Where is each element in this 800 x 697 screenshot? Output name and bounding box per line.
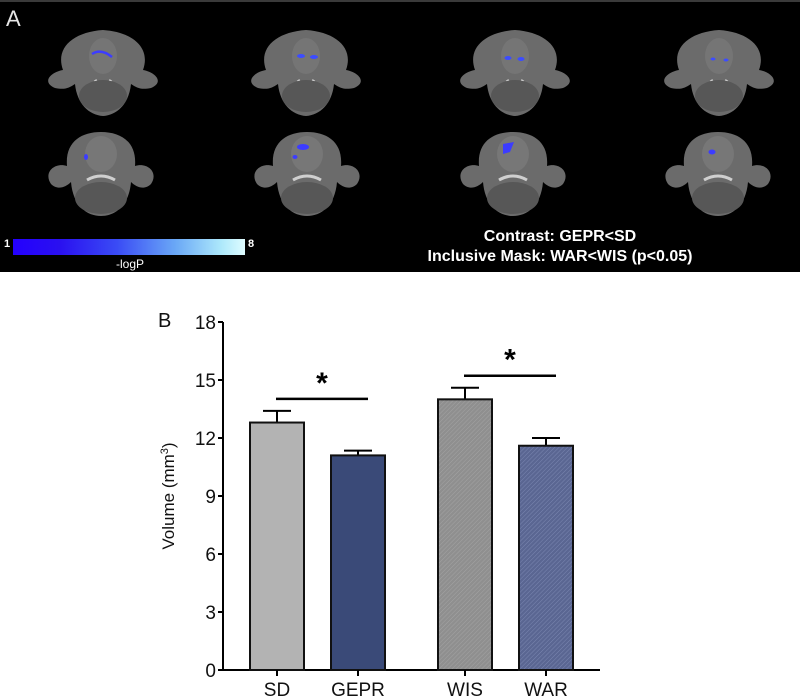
y-tick-label: 3 [205,603,216,624]
y-tick-label: 0 [205,661,216,682]
y-axis-label: Volume (mm3) [159,442,178,549]
panel-label-a: A [6,6,21,31]
colorbar-label: -logP [115,257,144,271]
brain-slice [458,130,568,218]
x-tick-label: GEPR [331,680,385,697]
brain-slice [252,130,362,218]
brain-slice [249,28,363,118]
x-tick-label: WAR [524,680,568,697]
significance-markers: ** [276,344,556,401]
brain-slice [663,130,773,218]
colorbar-min: 1 [4,238,11,250]
x-tick-label: SD [264,680,290,697]
contrast-caption: Contrast: GEPR<SD Inclusive Mask: WAR<WI… [320,227,800,267]
bar-wis [437,398,493,671]
brain-slice [46,28,160,118]
contrast-line-1: Contrast: GEPR<SD [483,228,637,245]
colorbar-gradient [13,239,245,255]
panel-a-brain-maps: A [0,0,800,272]
panel-b-bar-chart: B 0 3 6 9 12 15 18 SD GEPR WIS WAR * * Volume (mm3… [0,272,800,697]
svg-text:Volume (mm3): Volume (mm3) [159,442,178,549]
colorbar: 1 8 -logP [0,238,260,272]
bar-gepr [330,454,386,671]
y-tick-label: 9 [205,487,216,508]
contrast-line-2: Inclusive Mask: WAR<WIS (p<0.05) [427,248,693,265]
significance-star: * [316,367,328,400]
brain-slice [458,28,572,118]
panel-label-b: B [158,310,172,332]
significance-star: * [504,344,516,377]
brain-slices [46,28,776,218]
bar-war [518,444,574,671]
x-tick-label: WIS [447,680,483,697]
colorbar-max: 8 [248,238,255,250]
bar-sd [249,421,305,671]
y-tick-label: 6 [205,545,216,566]
brain-slice [662,28,776,118]
y-tick-label: 12 [195,429,216,450]
chart-bars: SD GEPR WIS WAR [249,386,574,697]
y-tick-label: 18 [195,313,216,334]
brain-slice [46,130,156,218]
y-tick-label: 15 [195,371,216,392]
